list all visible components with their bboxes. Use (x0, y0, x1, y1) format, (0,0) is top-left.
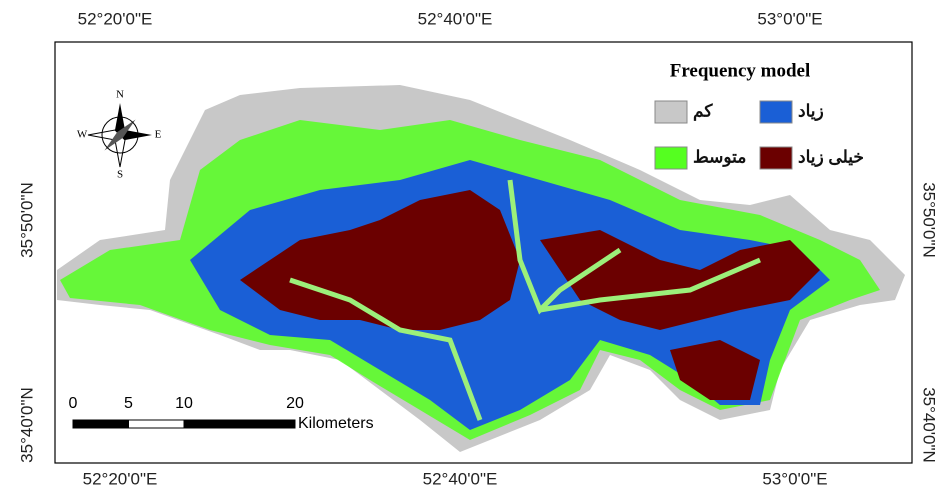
scale-segment (129, 420, 185, 428)
right-coord-label: 35°50'0"N (920, 182, 939, 258)
legend-label: کم (693, 101, 713, 121)
legend-title: Frequency model (670, 60, 811, 81)
top-coord-label: 52°20'0"E (78, 9, 153, 28)
left-coord-label: 35°50'0"N (17, 182, 36, 258)
bottom-coord-label: 52°20'0"E (83, 469, 158, 488)
scale-segment (73, 420, 129, 428)
scale-tick-label: 20 (286, 395, 304, 412)
right-coord-label: 35°40'0"N (920, 387, 939, 463)
scale-segment (184, 420, 295, 428)
compass-e: E (155, 129, 162, 141)
legend-label: متوسط (693, 147, 746, 167)
legend-swatch (655, 147, 687, 169)
compass-n: N (116, 89, 124, 101)
top-coord-label: 52°40'0"E (418, 9, 493, 28)
scale-tick-label: 0 (69, 395, 78, 412)
compass-w: W (77, 129, 88, 141)
left-coord-label: 35°40'0"N (17, 387, 36, 463)
legend-swatch (760, 101, 792, 123)
legend-swatch (760, 147, 792, 169)
scale-unit: Kilometers (298, 415, 374, 432)
legend-swatch (655, 101, 687, 123)
legend-label: زیاد (798, 101, 824, 121)
top-coord-label: 53°0'0"E (757, 9, 822, 28)
scale-tick-label: 10 (175, 395, 193, 412)
map-figure: Frequency model کم زیاد متوسط خیلی زیاد N S… (0, 0, 941, 497)
scale-tick-label: 5 (124, 395, 133, 412)
compass-s: S (117, 169, 123, 181)
bottom-coord-label: 52°40'0"E (423, 469, 498, 488)
bottom-coord-label: 53°0'0"E (762, 469, 827, 488)
legend-label: خیلی زیاد (798, 147, 864, 167)
